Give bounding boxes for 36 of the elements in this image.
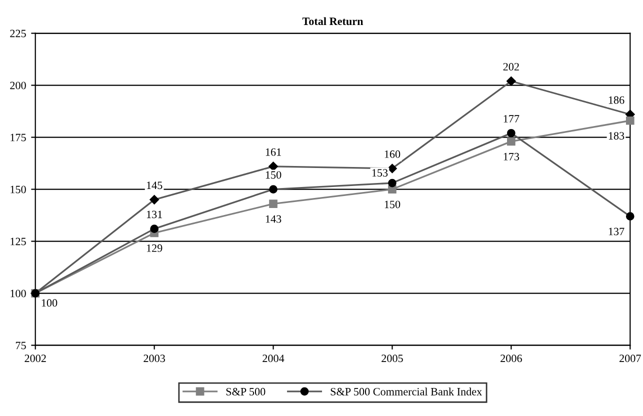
y-tick-label: 150 [10, 186, 26, 194]
data-label: 143 [266, 215, 282, 223]
legend-label: S&P 500 [226, 388, 266, 396]
y-tick-label: 175 [10, 134, 26, 142]
point [507, 137, 516, 146]
y-tick-label: 225 [10, 30, 26, 38]
x-tick-label: 2007 [620, 354, 641, 362]
x-tick-label: 2006 [500, 354, 522, 362]
y-tick-label: 100 [10, 290, 26, 298]
data-label: 137 [608, 228, 624, 236]
data-label: 186 [608, 96, 624, 104]
y-tick-label: 75 [16, 342, 26, 350]
data-label: 129 [146, 244, 162, 252]
chart-title: Total Return [302, 17, 364, 26]
data-label: 161 [266, 148, 281, 156]
point [269, 200, 278, 208]
point [626, 116, 634, 125]
data-label: 150 [266, 171, 282, 179]
data-label: 160 [384, 150, 400, 158]
legend-label: S&P 500 Commercial Bank Index [330, 388, 482, 396]
data-label: 145 [146, 182, 162, 190]
x-tick-label: 2004 [262, 354, 284, 362]
data-label: 153 [372, 169, 388, 177]
y-tick-label: 200 [10, 82, 26, 90]
data-label: 202 [503, 63, 519, 71]
x-tick-label: 2005 [382, 354, 403, 362]
x-tick-label: 2002 [24, 354, 46, 362]
y-tick-label: 125 [10, 238, 26, 246]
data-label: 177 [504, 115, 520, 122]
x-tick-label: 2003 [144, 354, 165, 362]
data-label: 150 [384, 200, 400, 208]
data-label: 173 [504, 152, 520, 160]
data-label: 183 [608, 132, 624, 140]
data-label: 100 [42, 299, 58, 307]
data-label: 131 [146, 210, 162, 218]
point [388, 185, 396, 194]
